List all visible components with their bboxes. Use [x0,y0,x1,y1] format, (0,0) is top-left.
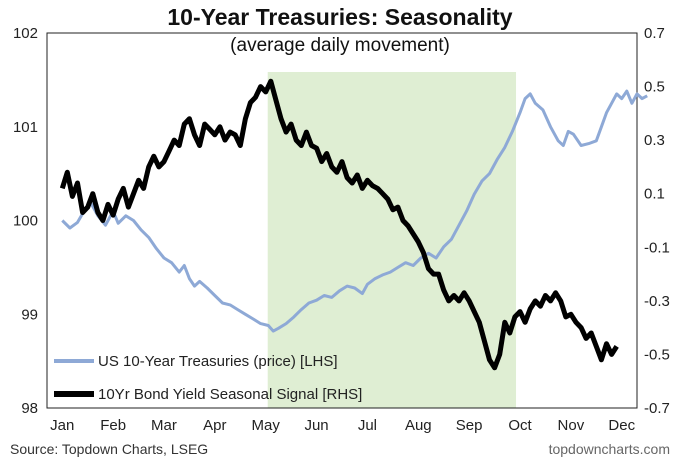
left-axis-tick-label: 100 [13,213,38,230]
x-axis-tick-label: Dec [608,417,635,434]
left-axis-tick-label: 98 [21,400,38,417]
chart-title: 10-Year Treasuries: Seasonality [167,4,512,30]
x-axis-tick-label: Jan [50,417,74,434]
right-axis-tick-label: 0.5 [644,79,665,96]
x-axis-tick-label: Nov [558,417,585,434]
x-axis-tick-label: Jul [358,417,377,434]
x-axis-tick-label: Sep [456,417,483,434]
x-axis-tick-label: Aug [405,417,432,434]
shaded-may-sep-region [267,72,517,408]
x-axis-tick-label: Apr [203,417,226,434]
x-axis-tick-label: May [252,417,281,434]
left-axis-tick-label: 102 [13,25,38,42]
seasonal-signal-series-line [59,78,619,371]
x-axis-tick-label: Feb [100,417,126,434]
x-axis-tick-label: Jun [304,417,328,434]
legend-label-signal: 10Yr Bond Yield Seasonal Signal [RHS] [98,386,362,403]
left-axis-tick-label: 101 [13,119,38,136]
legend-label-price: US 10-Year Treasuries (price) [LHS] [98,353,338,370]
right-axis-tick-label: 0.3 [644,132,665,149]
source-note: Source: Topdown Charts, LSEG [10,441,208,457]
right-axis-ticks: 0.7 0.5 0.3 0.1 -0.1 -0.3 -0.5 -0.7 [644,25,670,417]
x-axis-tick-label: Mar [151,417,177,434]
plot-frame [46,32,638,409]
right-axis-tick-label: -0.1 [644,239,670,256]
left-axis-ticks: 98 99 100 101 102 [13,25,38,417]
right-axis-tick-label: 0.7 [644,25,665,42]
right-axis-tick-label: -0.7 [644,400,670,417]
x-axis-tick-label: Oct [508,417,532,434]
legend: US 10-Year Treasuries (price) [LHS] 10Yr… [54,353,362,403]
chart-subtitle: (average daily movement) [230,35,450,56]
right-axis-tick-label: -0.3 [644,293,670,310]
left-axis-tick-label: 99 [21,306,38,323]
x-axis-ticks: Jan Feb Mar Apr May Jun Jul Aug Sep Oct Nov Dec [50,417,635,434]
right-axis-tick-label: -0.5 [644,346,670,363]
treasury-price-series-line [61,89,648,333]
brand-watermark: topdowncharts.com [549,441,670,457]
right-axis-tick-label: 0.1 [644,186,665,203]
